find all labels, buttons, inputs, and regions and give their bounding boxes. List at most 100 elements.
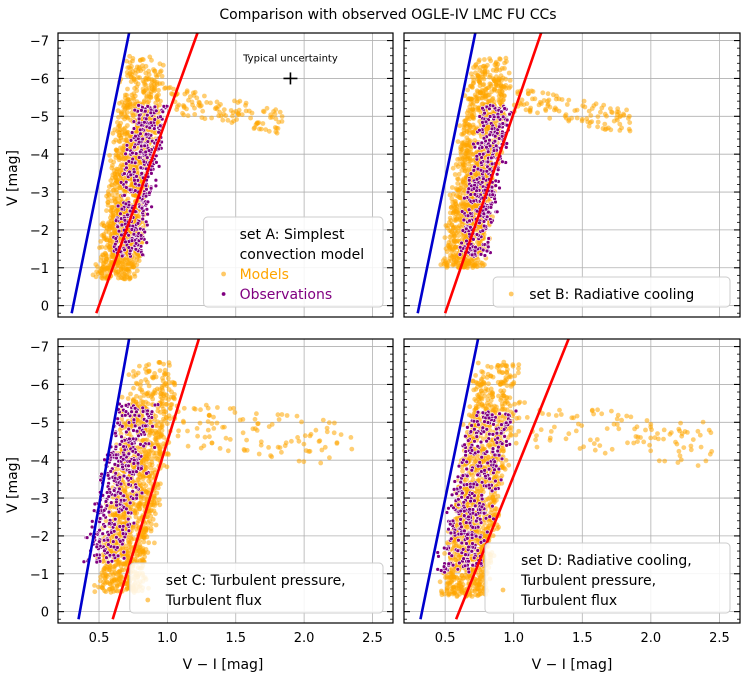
observation-point bbox=[149, 171, 154, 176]
observation-point bbox=[459, 240, 464, 246]
model-point bbox=[624, 107, 629, 113]
model-point bbox=[275, 412, 281, 418]
model-point bbox=[137, 552, 143, 558]
model-point bbox=[133, 502, 138, 508]
model-point bbox=[118, 563, 124, 569]
model-point bbox=[451, 210, 456, 216]
model-point bbox=[595, 119, 601, 125]
observation-point bbox=[124, 165, 129, 171]
model-point bbox=[236, 107, 242, 113]
model-point bbox=[460, 131, 466, 137]
observation-point bbox=[138, 165, 144, 170]
model-point bbox=[211, 414, 216, 420]
model-point bbox=[106, 189, 111, 194]
model-point bbox=[466, 130, 472, 136]
observation-point bbox=[480, 120, 485, 125]
model-point bbox=[275, 444, 281, 450]
model-point bbox=[460, 201, 466, 207]
model-point bbox=[107, 238, 113, 244]
model-point bbox=[296, 458, 302, 464]
model-point bbox=[489, 97, 495, 102]
model-point bbox=[451, 252, 456, 258]
model-point bbox=[134, 268, 140, 274]
plot-area bbox=[416, 33, 633, 314]
model-point bbox=[446, 240, 452, 245]
legend: set B: Radiative cooling bbox=[492, 276, 731, 308]
model-point bbox=[139, 449, 145, 455]
model-point bbox=[181, 405, 187, 411]
observation-point bbox=[149, 409, 155, 414]
model-point bbox=[471, 78, 476, 83]
observation-point bbox=[148, 186, 154, 191]
model-point bbox=[527, 108, 533, 113]
plot-area bbox=[70, 33, 285, 314]
model-point bbox=[546, 97, 552, 103]
model-point bbox=[111, 228, 117, 233]
model-point bbox=[454, 259, 459, 264]
model-point bbox=[545, 101, 551, 107]
model-point bbox=[295, 435, 300, 440]
model-point bbox=[553, 107, 559, 112]
model-point bbox=[113, 147, 119, 153]
model-point bbox=[112, 171, 118, 177]
observation-point bbox=[490, 192, 495, 197]
model-point bbox=[225, 117, 231, 123]
observation-point bbox=[482, 253, 488, 258]
observation-point bbox=[119, 206, 125, 212]
model-point bbox=[232, 410, 238, 415]
model-point bbox=[269, 422, 275, 427]
model-point bbox=[124, 262, 129, 268]
model-point bbox=[471, 100, 476, 106]
model-point bbox=[197, 420, 203, 426]
observation-point bbox=[138, 233, 144, 238]
observation-point bbox=[137, 155, 142, 160]
model-point bbox=[201, 443, 207, 449]
model-point bbox=[134, 393, 139, 399]
observation-point bbox=[502, 106, 507, 111]
observation-point bbox=[460, 209, 465, 214]
observation-point bbox=[474, 177, 480, 182]
observation-point bbox=[505, 117, 510, 123]
observation-point bbox=[136, 120, 142, 126]
observation-point bbox=[131, 232, 137, 237]
model-point bbox=[223, 113, 229, 119]
model-point bbox=[102, 588, 107, 594]
model-point bbox=[144, 95, 150, 100]
observation-point bbox=[483, 119, 489, 125]
observation-point bbox=[473, 245, 478, 250]
model-point bbox=[266, 445, 271, 450]
observation-point bbox=[122, 218, 128, 223]
model-point bbox=[202, 93, 207, 99]
y-tick-label: −5 bbox=[30, 110, 49, 125]
model-point bbox=[103, 229, 109, 234]
observation-point bbox=[129, 409, 134, 414]
model-point bbox=[98, 578, 103, 584]
model-point bbox=[468, 71, 474, 77]
model-point bbox=[93, 262, 99, 267]
observation-point bbox=[504, 141, 509, 146]
model-point bbox=[221, 107, 227, 112]
model-point bbox=[466, 261, 472, 266]
observation-point bbox=[492, 139, 498, 144]
observation-point bbox=[131, 126, 137, 131]
model-point bbox=[152, 68, 158, 74]
model-point bbox=[481, 82, 487, 87]
observation-point bbox=[501, 114, 506, 120]
model-point bbox=[154, 456, 159, 461]
model-point bbox=[165, 375, 171, 381]
observation-point bbox=[143, 149, 148, 155]
model-point bbox=[608, 127, 614, 133]
observation-point bbox=[462, 195, 467, 201]
model-point bbox=[487, 81, 493, 87]
model-point bbox=[115, 577, 120, 583]
model-point bbox=[217, 109, 223, 115]
observation-point bbox=[493, 134, 498, 139]
model-point bbox=[157, 446, 163, 452]
observation-point bbox=[489, 161, 495, 167]
model-point bbox=[144, 427, 150, 433]
observation-point bbox=[486, 244, 491, 250]
model-point bbox=[109, 165, 115, 171]
model-point bbox=[302, 433, 308, 439]
figure-title: Comparison with observed OGLE-IV LMC FU … bbox=[219, 7, 556, 23]
